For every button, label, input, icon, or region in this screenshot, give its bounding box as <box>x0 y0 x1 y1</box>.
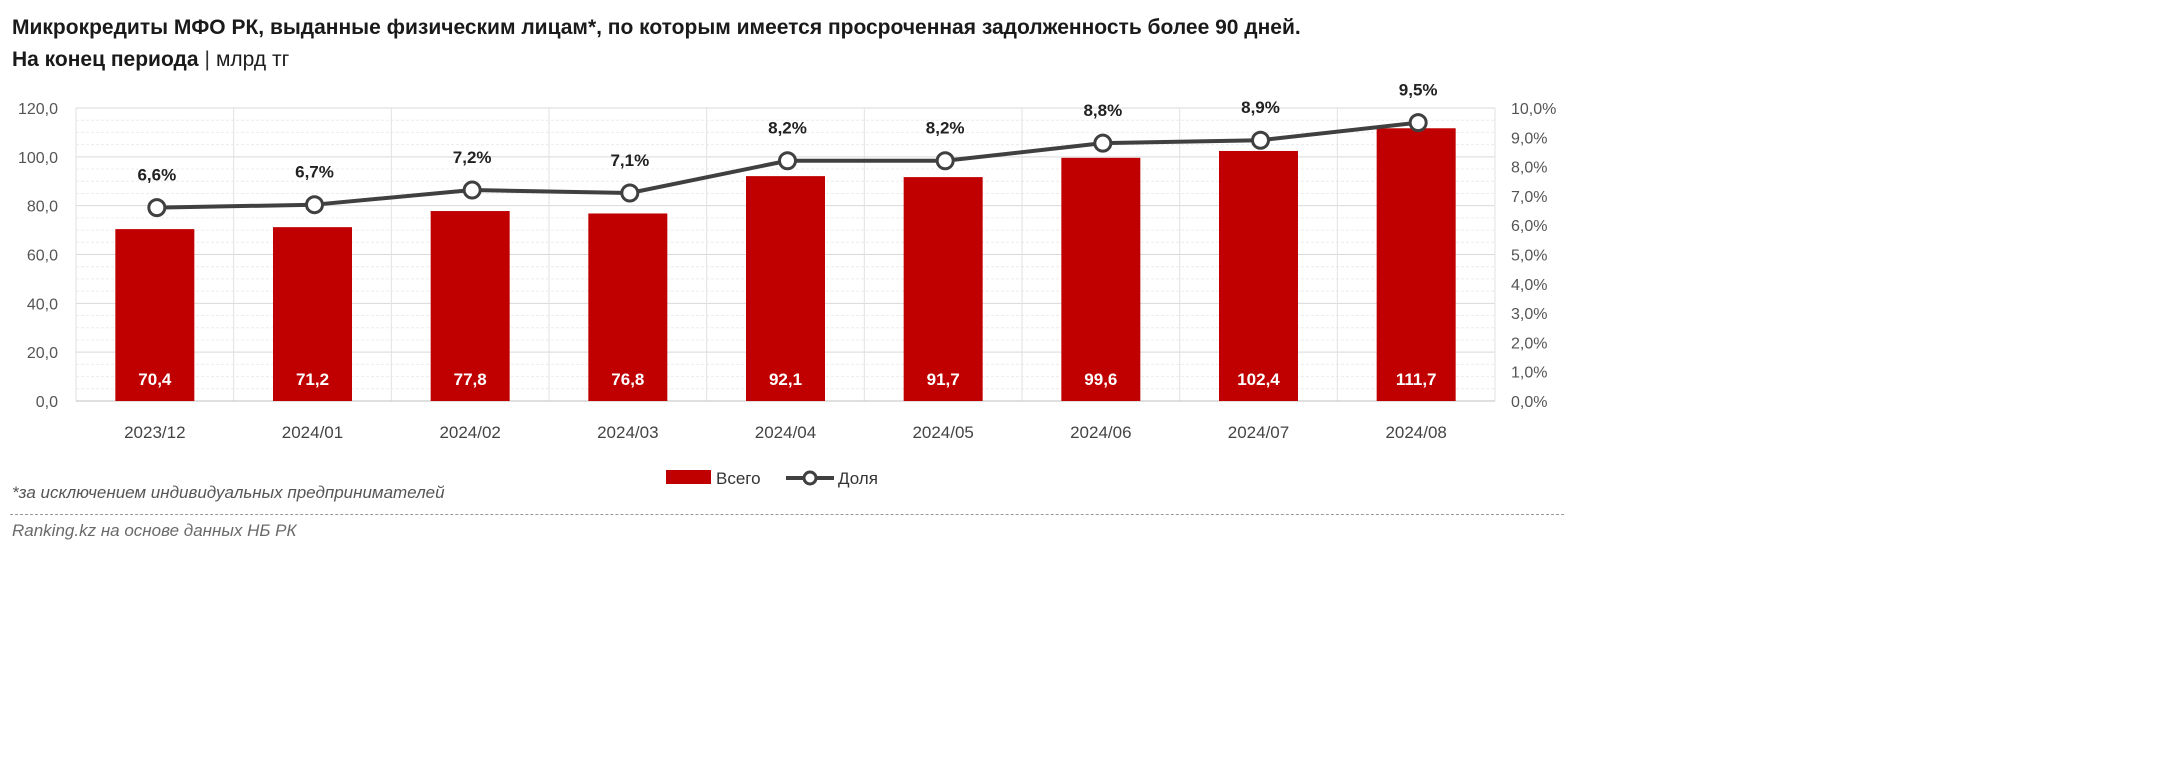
y-left-tick-label: 100,0 <box>18 150 58 167</box>
legend-swatch-vsego <box>666 470 711 484</box>
legend-label-vsego: Всего <box>716 469 761 488</box>
chart-subtitle: На конец периода | млрд тг <box>12 48 289 72</box>
line-value-label: 8,9% <box>1241 98 1280 117</box>
x-tick-label: 2024/05 <box>912 423 973 442</box>
line-value-label: 7,2% <box>453 148 492 167</box>
line-value-label: 6,7% <box>295 163 334 182</box>
line-point-dolya <box>1408 113 1428 133</box>
line-value-label: 7,1% <box>610 151 649 170</box>
line-point-dolya <box>1093 133 1113 153</box>
line-point-dolya <box>147 198 167 218</box>
bar-value-label: 76,8 <box>611 370 644 389</box>
bar-vsego <box>588 213 668 401</box>
bar-vsego <box>1219 150 1298 401</box>
bar-vsego <box>430 211 510 401</box>
y-left-tick-label: 20,0 <box>27 345 58 362</box>
y-right-tick-label: 7,0% <box>1511 189 1547 206</box>
bar-vsego <box>115 229 195 401</box>
legend-marker-dolya <box>802 470 818 486</box>
chart-title: Микрокредиты МФО РК, выданные физическим… <box>12 16 1301 39</box>
bar-value-label: 71,2 <box>296 370 329 389</box>
bar-value-label: 111,7 <box>1396 370 1437 389</box>
footnote: *за исключением индивидуальных предприни… <box>12 483 445 502</box>
y-right-tick-label: 3,0% <box>1511 306 1547 323</box>
bar-vsego <box>1376 128 1456 401</box>
y-left-tick-label: 80,0 <box>27 199 58 216</box>
subtitle-period: На конец периода <box>12 48 199 71</box>
source-note: Ranking.kz на основе данных НБ РК <box>12 521 297 540</box>
x-tick-label: 2024/07 <box>1228 423 1289 442</box>
bar-vsego <box>273 227 352 401</box>
line-point-dolya <box>1251 130 1270 150</box>
x-tick-label: 2024/04 <box>755 423 816 442</box>
y-right-tick-label: 4,0% <box>1511 277 1547 294</box>
y-right-tick-label: 6,0% <box>1511 218 1547 235</box>
x-tick-label: 2024/03 <box>597 423 658 442</box>
bar-value-label: 91,7 <box>927 370 960 389</box>
x-tick-label: 2023/12 <box>124 423 185 442</box>
y-right-tick-label: 5,0% <box>1511 248 1547 265</box>
y-left-tick-label: 0,0 <box>36 394 58 411</box>
subtitle-separator: | <box>204 48 210 71</box>
y-right-tick-label: 0,0% <box>1511 394 1547 411</box>
bar-vsego <box>903 177 983 401</box>
y-left-tick-label: 40,0 <box>27 296 58 313</box>
line-point-dolya <box>305 195 324 215</box>
line-point-dolya <box>778 151 797 171</box>
y-right-tick-label: 9,0% <box>1511 130 1547 147</box>
bar-value-label: 92,1 <box>769 370 802 389</box>
line-value-label: 8,2% <box>926 119 965 138</box>
y-right-tick-label: 8,0% <box>1511 160 1547 177</box>
bar-value-label: 77,8 <box>454 370 487 389</box>
bar-vsego <box>746 176 825 401</box>
y-left-tick-label: 60,0 <box>27 248 58 265</box>
x-tick-label: 2024/01 <box>282 423 343 442</box>
y-right-tick-label: 1,0% <box>1511 365 1547 382</box>
bar-value-label: 102,4 <box>1237 370 1280 389</box>
combo-chart: 0,0 20,0 40,0 60,0 80,0 100,0 120,0 0,0% 1,0% 2,0… <box>18 81 1556 488</box>
bar-value-label: 70,4 <box>138 370 172 389</box>
footer-divider <box>10 514 1564 515</box>
y-right-tick-label: 10,0% <box>1511 101 1556 118</box>
y-right-tick-label: 2,0% <box>1511 335 1547 352</box>
y-left-tick-label: 120,0 <box>18 101 58 118</box>
line-value-label: 8,2% <box>768 119 807 138</box>
legend-label-dolya: Доля <box>838 469 878 488</box>
x-tick-label: 2024/08 <box>1385 423 1446 442</box>
line-value-label: 8,8% <box>1083 101 1122 120</box>
line-point-dolya <box>620 183 640 203</box>
bar-vsego <box>1061 157 1141 401</box>
line-point-dolya <box>462 180 482 200</box>
bar-value-label: 99,6 <box>1084 370 1117 389</box>
line-value-label: 9,5% <box>1399 81 1438 100</box>
subtitle-unit: млрд тг <box>215 48 290 71</box>
x-tick-label: 2024/02 <box>439 423 500 442</box>
line-point-dolya <box>935 151 955 171</box>
line-value-label: 6,6% <box>137 166 176 185</box>
x-tick-label: 2024/06 <box>1070 423 1131 442</box>
